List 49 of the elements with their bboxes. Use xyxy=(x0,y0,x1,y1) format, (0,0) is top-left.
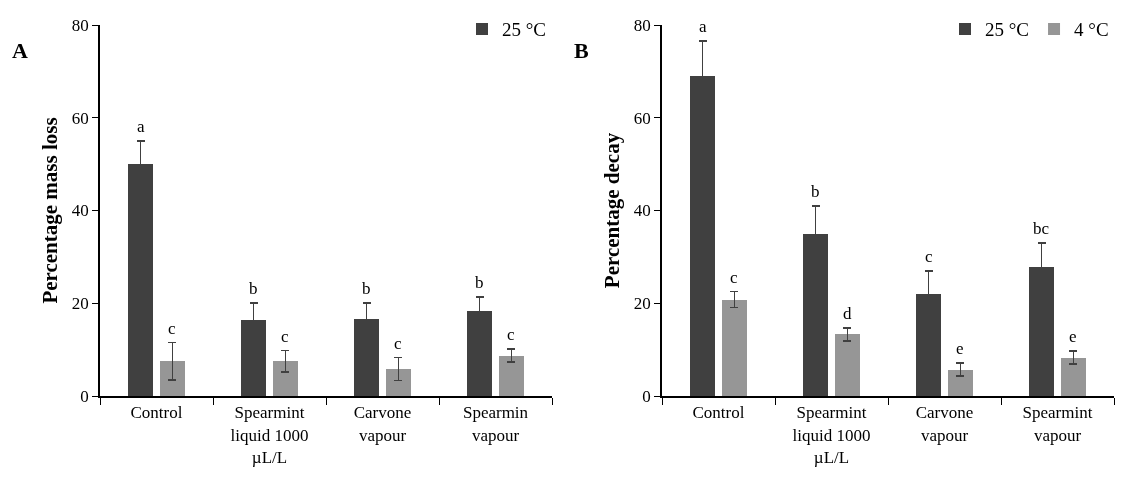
x-tick-label: Spearmint liquid 1000 µL/L xyxy=(792,403,871,467)
x-tick-label: Carvone vapour xyxy=(353,403,412,445)
data-label: bc xyxy=(1033,219,1050,238)
data-label: a xyxy=(137,117,145,136)
bar xyxy=(1061,358,1086,396)
y-tick-label: 20 xyxy=(71,294,89,314)
bar xyxy=(948,370,973,396)
legend-label: 25 °C xyxy=(502,19,547,41)
bar xyxy=(835,334,860,396)
legend-label: 25 °C xyxy=(985,19,1030,41)
y-tick-label: 40 xyxy=(633,201,651,221)
data-label: e xyxy=(1069,327,1077,346)
bar xyxy=(386,369,411,396)
x-tick-label: Control xyxy=(130,403,183,423)
y-tick-label: 40 xyxy=(71,201,89,221)
y-tick-label: 0 xyxy=(80,386,89,406)
text: B xyxy=(574,38,589,63)
y-tick-label: 60 xyxy=(71,108,89,128)
data-label: c xyxy=(394,334,402,353)
y-tick-label: 60 xyxy=(633,108,651,128)
legend-label: 4 °C xyxy=(1074,19,1109,41)
data-label: c xyxy=(281,327,289,346)
y-tick-label: 80 xyxy=(633,15,651,35)
data-label: b xyxy=(475,273,484,292)
y-tick-label: 20 xyxy=(633,294,651,314)
x-tick-label: Spearmin vapour xyxy=(462,403,529,445)
y-axis-title: Percentage mass loss xyxy=(38,117,63,304)
text: A xyxy=(12,38,28,63)
data-label: b xyxy=(362,279,371,298)
x-tick-label: Carvone vapour xyxy=(915,403,974,445)
data-label: c xyxy=(168,319,176,338)
y-tick-label: 0 xyxy=(642,386,651,406)
bar xyxy=(499,356,524,396)
data-label: c xyxy=(507,325,515,344)
x-tick-label: Spearmint liquid 1000 µL/L xyxy=(230,403,309,467)
y-tick-label: 80 xyxy=(71,15,89,35)
x-tick-label: Control xyxy=(692,403,745,423)
data-label: c xyxy=(730,268,738,287)
bar xyxy=(160,361,185,396)
y-axis-title: Percentage decay xyxy=(600,132,625,289)
data-label: c xyxy=(925,247,933,266)
x-tick-label: Spearmint vapour xyxy=(1022,403,1093,445)
bar xyxy=(273,361,298,396)
data-label: d xyxy=(843,304,852,323)
data-label: b xyxy=(811,182,820,201)
data-label: e xyxy=(956,339,964,358)
bar xyxy=(722,300,747,396)
data-label: a xyxy=(699,17,707,36)
data-label: b xyxy=(249,279,258,298)
